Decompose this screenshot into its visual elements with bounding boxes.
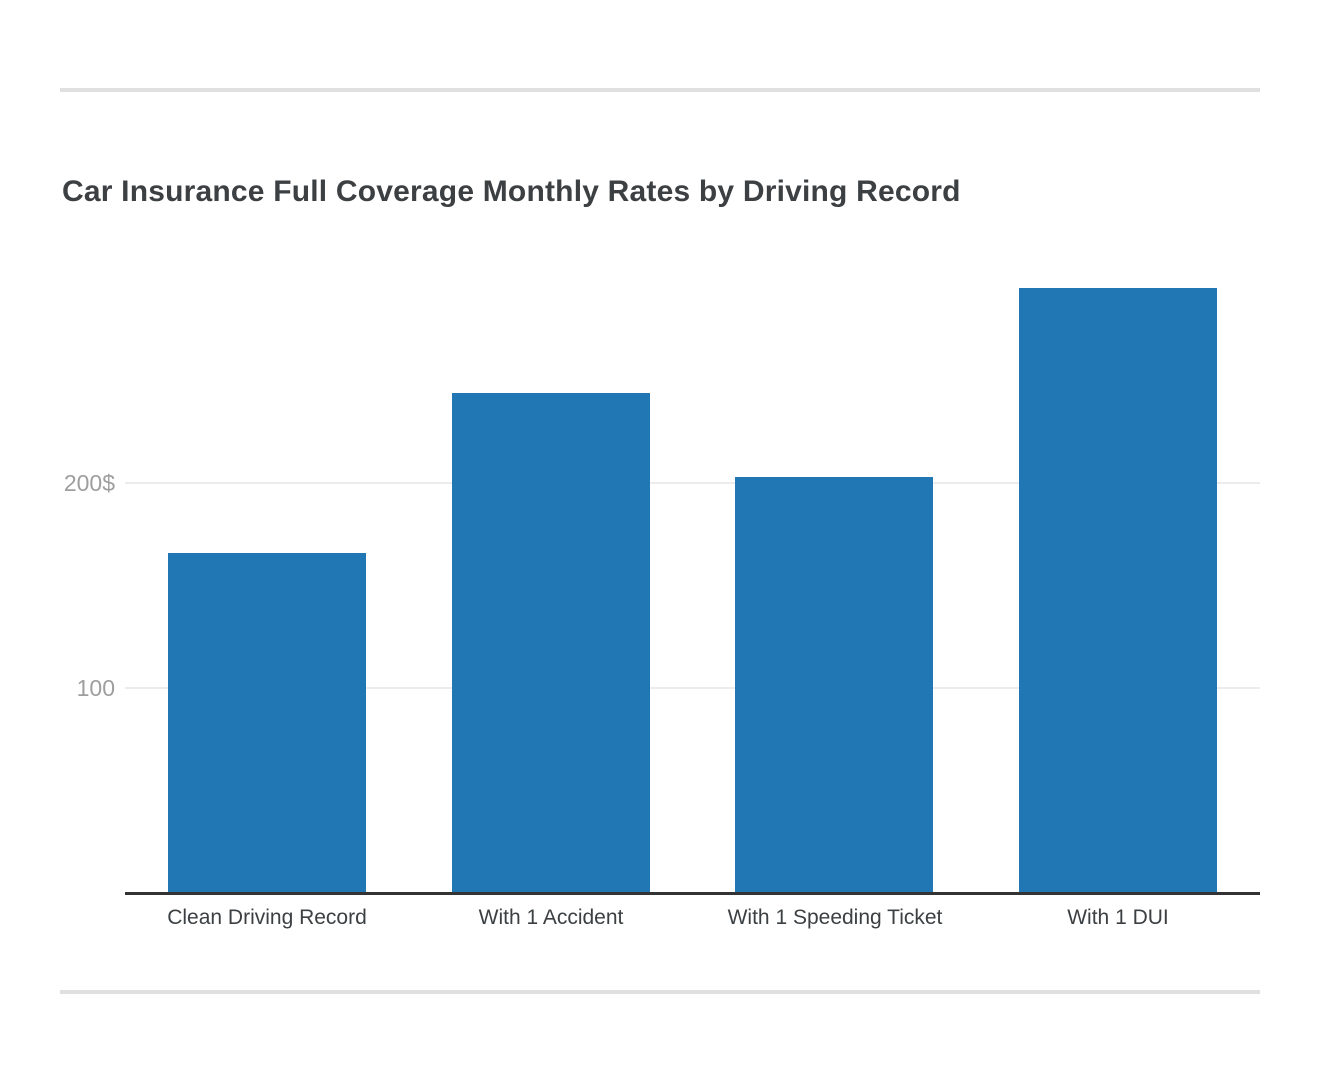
- bar: [1019, 288, 1217, 893]
- x-category-label: With 1 Speeding Ticket: [727, 906, 943, 929]
- x-category-label: With 1 DUI: [1067, 906, 1169, 929]
- bar: [735, 477, 933, 893]
- bar: [168, 553, 366, 893]
- x-category-label: Clean Driving Record: [167, 906, 367, 929]
- x-category-label: With 1 Accident: [478, 906, 624, 929]
- y-tick-label: 100: [76, 675, 115, 701]
- top-separator: [60, 88, 1260, 92]
- bottom-separator: [60, 990, 1260, 994]
- gridline: [125, 482, 1260, 484]
- y-tick-label: 200$: [63, 470, 115, 496]
- x-axis-line: [125, 892, 1260, 895]
- chart-title: Car Insurance Full Coverage Monthly Rate…: [62, 175, 961, 209]
- bar: [452, 393, 650, 893]
- gridline: [125, 687, 1260, 689]
